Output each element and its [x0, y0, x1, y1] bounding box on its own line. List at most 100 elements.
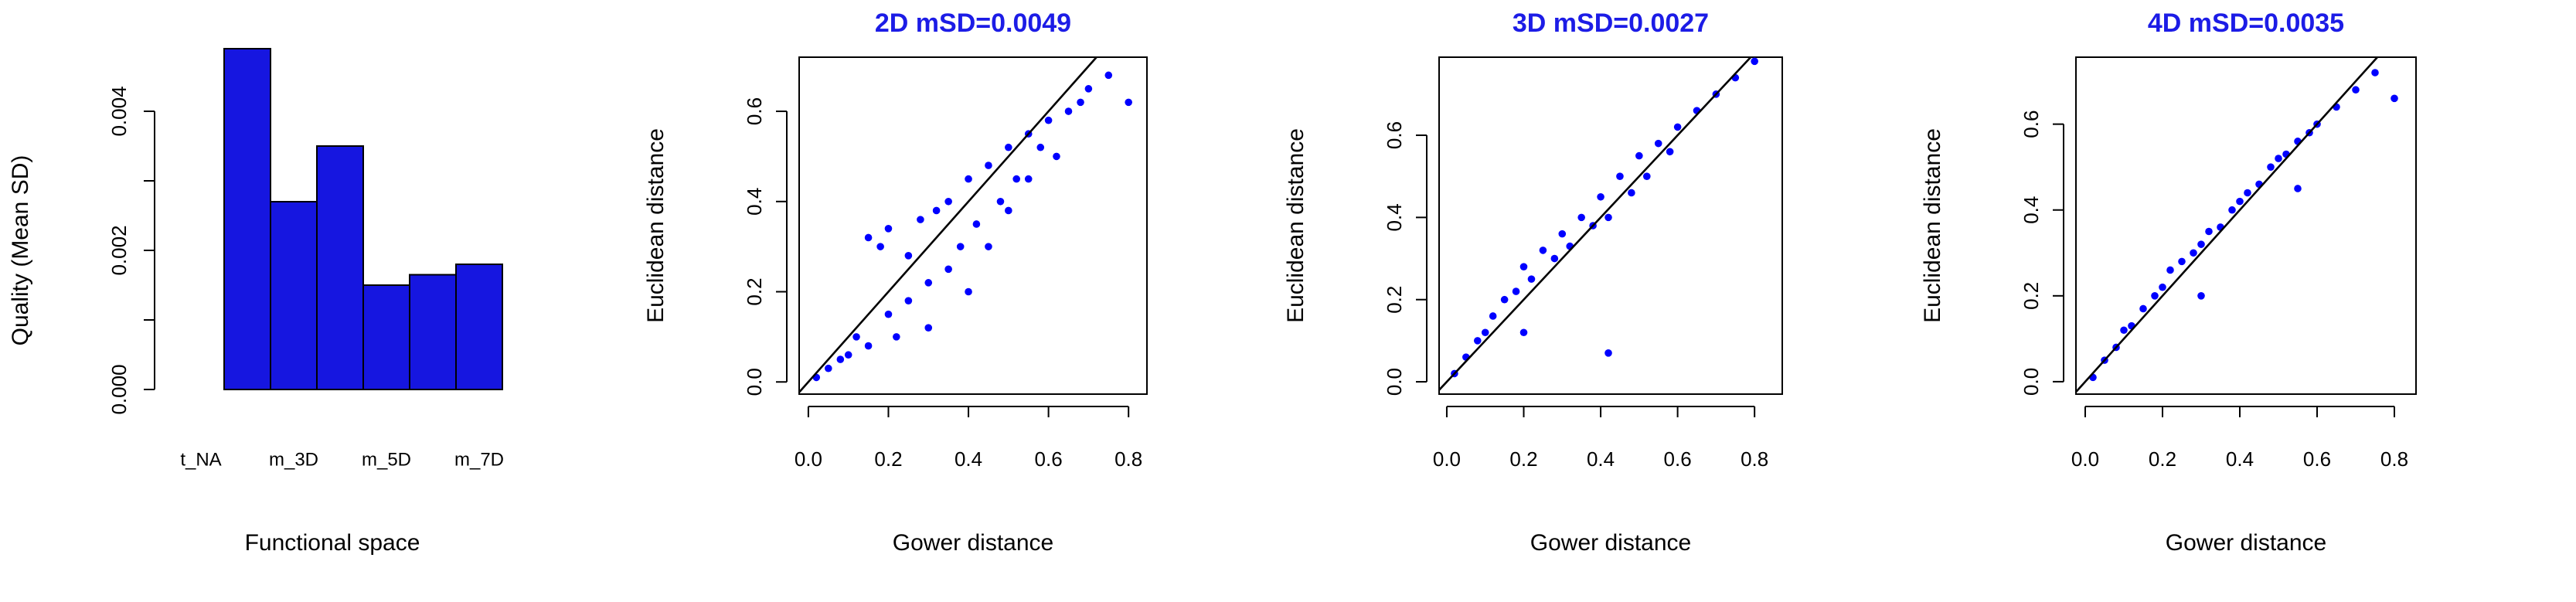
point — [893, 333, 900, 341]
x-axis-title: Functional space — [245, 530, 420, 556]
y-axis-title: Quality (Mean SD) — [8, 155, 33, 346]
y-tick-label: 0.6 — [743, 97, 766, 125]
point — [924, 279, 933, 287]
point — [1519, 263, 1528, 270]
bar — [409, 274, 457, 390]
point — [1604, 349, 1612, 357]
point — [1024, 175, 1033, 183]
x-tick-label: m_3D — [269, 449, 318, 470]
x-axis-title: Gower distance — [893, 530, 1053, 556]
point — [836, 355, 845, 363]
point — [852, 333, 860, 341]
point — [1084, 85, 1093, 93]
point — [924, 324, 933, 332]
point — [2391, 94, 2398, 103]
x-tick-label: 0.2 — [1509, 447, 1537, 471]
point — [1597, 192, 1604, 201]
y-tick-label: 0.000 — [107, 364, 131, 414]
point — [1558, 230, 1567, 238]
point — [2244, 189, 2251, 197]
x-tick-label: m_7D — [454, 449, 504, 470]
point — [1005, 143, 1012, 151]
point — [965, 287, 972, 296]
point — [884, 224, 893, 233]
point — [1077, 98, 1084, 107]
point — [844, 351, 852, 359]
points — [1451, 57, 1758, 378]
y-tick-label: 0.002 — [107, 225, 131, 275]
point — [1673, 123, 1682, 131]
point — [1036, 143, 1045, 151]
point — [884, 310, 893, 318]
y-tick-label: 0.4 — [1383, 203, 1406, 231]
point — [825, 364, 832, 372]
point — [972, 220, 981, 228]
y-tick-label: 0.0 — [2020, 368, 2043, 396]
point — [1519, 328, 1528, 337]
point — [985, 243, 992, 250]
point — [1751, 57, 1758, 66]
identity-line — [1438, 56, 1752, 391]
point — [1604, 213, 1612, 222]
point — [2275, 155, 2282, 162]
point — [1489, 312, 1497, 320]
point — [944, 265, 952, 274]
point — [1064, 107, 1073, 115]
y-axis-title: Euclidean distance — [643, 128, 669, 323]
point — [1635, 151, 1643, 160]
points — [2089, 69, 2398, 382]
chart-title: 2D mSD=0.0049 — [875, 9, 1071, 38]
x-tick-label: 0.8 — [1741, 447, 1768, 471]
point — [1666, 148, 1674, 156]
point — [2294, 185, 2302, 192]
x-tick-label: 0.6 — [1664, 447, 1692, 471]
point — [944, 197, 952, 206]
point — [917, 216, 924, 223]
point — [965, 175, 972, 183]
point — [2197, 240, 2205, 248]
y-tick-label: 0.2 — [2020, 282, 2043, 310]
point — [956, 243, 965, 250]
point — [876, 243, 884, 250]
x-tick-label: 0.0 — [795, 447, 822, 471]
y-axis-title: Euclidean distance — [1920, 128, 1945, 323]
point — [2139, 304, 2147, 313]
y-tick-label: 0.0 — [743, 368, 766, 396]
y-tick-label: 0.4 — [743, 188, 766, 216]
point — [985, 162, 992, 169]
point — [1628, 189, 1635, 197]
x-tick-label: t_NA — [180, 449, 221, 470]
point — [2371, 69, 2379, 77]
point — [1527, 275, 1536, 283]
point — [1044, 116, 1053, 124]
identity-line — [798, 56, 1097, 393]
y-tick-label: 0.6 — [1383, 121, 1406, 149]
y-tick-label: 0.4 — [2020, 196, 2043, 224]
point — [2267, 163, 2275, 171]
point — [2178, 257, 2186, 266]
point — [996, 197, 1005, 206]
x-tick-label: 0.4 — [955, 447, 982, 471]
x-tick-label: 0.2 — [2149, 447, 2176, 471]
plot-box — [798, 56, 1148, 395]
point — [2120, 326, 2128, 335]
point — [1577, 213, 1585, 222]
y-tick-label: 0.0 — [1383, 368, 1406, 396]
point — [904, 252, 913, 260]
point — [1481, 328, 1489, 337]
point — [1539, 247, 1547, 254]
x-tick-label: 0.6 — [2303, 447, 2331, 471]
y-tick-label: 0.004 — [107, 86, 131, 136]
plot-box — [2075, 56, 2417, 395]
point — [1125, 98, 1132, 107]
bar — [362, 284, 410, 390]
points — [812, 71, 1132, 382]
point — [1654, 139, 1662, 148]
point — [2205, 227, 2213, 236]
x-tick-label: m_5D — [362, 449, 411, 470]
point — [1005, 206, 1012, 215]
x-tick-label: 0.4 — [2226, 447, 2254, 471]
x-tick-label: 0.8 — [2380, 447, 2408, 471]
point — [1642, 172, 1651, 180]
